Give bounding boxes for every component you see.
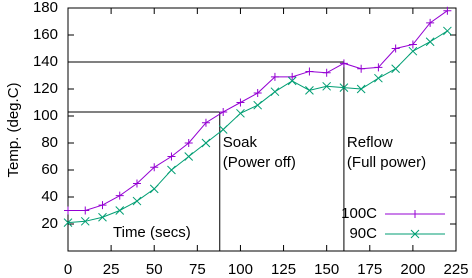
data-point: [356, 84, 366, 94]
y-axis-label: Temp. (deg.C): [5, 82, 22, 177]
data-point: [287, 76, 297, 86]
x-tick-label: 150: [314, 261, 339, 278]
data-point: [98, 212, 107, 222]
y-tick-label: 140: [33, 53, 58, 70]
plot-border: [67, 7, 457, 252]
data-point: [408, 40, 417, 49]
x-tick-label: 225: [443, 261, 468, 278]
data-point: [322, 81, 332, 91]
data-point: [305, 85, 314, 95]
x-tick-label: 25: [103, 261, 120, 278]
data-point: [236, 108, 245, 118]
data-point: [184, 139, 193, 147]
data-point: [149, 184, 159, 194]
data-point: [391, 64, 400, 74]
data-point: [253, 89, 262, 98]
data-point: [425, 37, 435, 47]
data-point: [391, 44, 400, 53]
data-point: [357, 64, 366, 73]
legend-marker: [410, 229, 420, 239]
series-line: [67, 30, 448, 224]
annotation: (Power off): [223, 154, 296, 171]
y-tick-label: 100: [33, 107, 58, 124]
x-tick-label: 125: [271, 261, 296, 278]
data-point: [270, 72, 279, 81]
data-point: [167, 165, 176, 175]
data-point: [184, 152, 194, 161]
data-point: [132, 196, 142, 206]
y-tick-label: 120: [33, 80, 58, 97]
data-point: [115, 206, 125, 215]
x-tick-label: 175: [357, 261, 382, 278]
data-point: [98, 201, 107, 210]
data-point: [167, 152, 176, 161]
legend-label: 100C: [341, 205, 377, 222]
data-point: [443, 6, 452, 15]
data-point: [80, 216, 90, 226]
y-tick-label: 80: [41, 134, 58, 151]
data-point: [322, 68, 331, 77]
annotation: Soak: [223, 134, 258, 151]
data-point: [408, 46, 418, 56]
y-tick-label: 20: [41, 215, 58, 232]
data-point: [305, 67, 314, 76]
data-point: [236, 98, 245, 107]
data-point: [374, 63, 383, 72]
annotation: Reflow: [347, 134, 393, 151]
data-point: [219, 107, 228, 116]
data-point: [132, 179, 141, 188]
data-point: [81, 206, 90, 215]
x-tick-label: 200: [400, 261, 425, 278]
data-point: [150, 163, 159, 172]
y-tick-label: 40: [41, 188, 58, 205]
data-point: [64, 206, 72, 215]
data-point: [426, 18, 435, 27]
data-point: [201, 118, 210, 127]
data-point: [443, 26, 452, 36]
data-point: [218, 125, 228, 134]
data-point: [115, 191, 124, 200]
data-point: [374, 73, 383, 83]
annotation: (Full power): [347, 154, 426, 171]
x-tick-label: 75: [189, 261, 206, 278]
data-point: [63, 218, 73, 228]
legend-label: 90C: [349, 225, 377, 242]
x-axis-label: Time (secs): [113, 224, 191, 241]
data-point: [253, 100, 263, 110]
y-tick-label: 180: [33, 0, 58, 16]
series-line: [68, 10, 448, 211]
x-tick-label: 0: [64, 261, 72, 278]
x-tick-label: 100: [228, 261, 253, 278]
data-point: [339, 59, 348, 68]
data-point: [339, 83, 349, 93]
y-tick-label: 160: [33, 26, 58, 43]
legend-marker: [411, 210, 419, 218]
data-point: [201, 138, 211, 148]
data-point: [270, 87, 280, 97]
y-tick-label: 60: [41, 161, 58, 178]
data-point: [288, 72, 297, 81]
x-tick-label: 50: [146, 261, 163, 278]
